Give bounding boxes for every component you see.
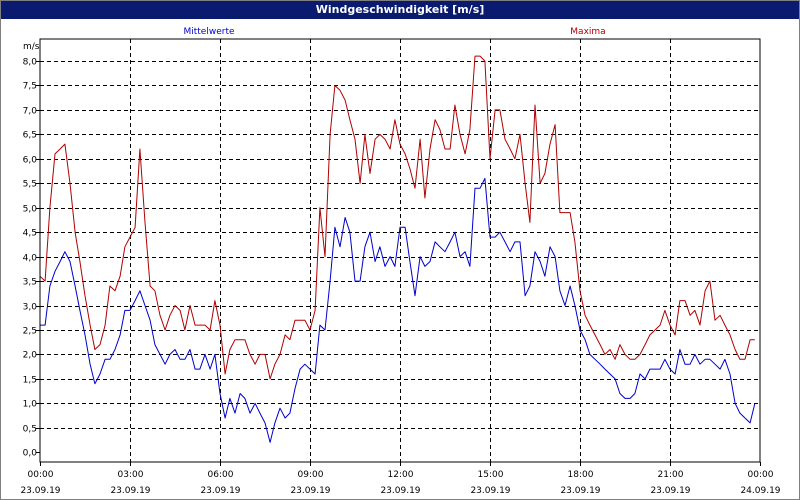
x-tick-time-label: 12:00	[388, 470, 414, 480]
y-tick-label: 8,0	[23, 58, 38, 68]
y-tick-label: 1,0	[23, 400, 38, 410]
series-line-mittelwerte	[40, 177, 756, 443]
x-tick-time-label: 03:00	[118, 470, 144, 480]
x-tick-date-label: 24.09.19	[740, 486, 780, 496]
x-tick-date-label: 23.09.19	[290, 486, 330, 496]
x-tick-date-label: 23.09.19	[380, 486, 420, 496]
y-tick-label: 6,0	[23, 156, 38, 166]
x-tick-time-label: 15:00	[478, 470, 504, 480]
x-tick-time-label: 00:00	[28, 470, 54, 480]
y-tick-label: 5,5	[23, 180, 37, 190]
y-tick-label: 2,0	[23, 351, 38, 361]
y-tick-label: 3,0	[23, 303, 38, 313]
y-tick-label: 2,5	[23, 327, 37, 337]
y-tick-label: 6,5	[23, 131, 37, 141]
x-tick-time-label: 00:00	[748, 470, 774, 480]
legend-maxima: Maxima	[570, 27, 605, 37]
x-axis: 00:00 23.09.19 03:00 23.09.19 06:00 23.09.19 0…	[20, 462, 781, 496]
legend-mittelwerte: Mittelwerte	[183, 27, 234, 37]
y-tick-label: 0,5	[23, 425, 37, 435]
y-tick-label: 7,5	[23, 82, 37, 92]
x-tick-date-label: 23.09.19	[470, 486, 510, 496]
y-axis: 0,0 0,5 1,0 1,5 2,0 2,5 3,0 3,5 4,0 4,5 5,0 5,5 6,0 6…	[23, 58, 40, 459]
y-tick-label: 0,0	[23, 449, 38, 459]
x-tick-date-label: 23.09.19	[200, 486, 240, 496]
x-tick-time-label: 06:00	[208, 470, 234, 480]
y-tick-label: 5,0	[23, 205, 38, 215]
x-tick-time-label: 21:00	[658, 470, 684, 480]
y-tick-label: 1,5	[23, 376, 37, 386]
series-lines	[39, 55, 756, 443]
y-tick-label: 4,0	[23, 254, 38, 264]
x-tick-date-label: 23.09.19	[110, 486, 150, 496]
grid	[40, 39, 760, 462]
y-tick-label: 3,5	[23, 278, 37, 288]
x-tick-date-label: 23.09.19	[560, 486, 600, 496]
x-tick-time-label: 09:00	[298, 470, 324, 480]
window-title: Windgeschwindigkeit [m/s]	[1, 1, 799, 19]
y-tick-label: 7,0	[23, 107, 38, 117]
y-axis-unit-label: m/s	[23, 42, 40, 52]
x-tick-time-label: 18:00	[568, 470, 594, 480]
y-tick-label: 4,5	[23, 229, 37, 239]
x-tick-date-label: 23.09.19	[20, 486, 60, 496]
x-tick-date-label: 23.09.19	[650, 486, 690, 496]
series-line-maxima	[39, 55, 755, 380]
